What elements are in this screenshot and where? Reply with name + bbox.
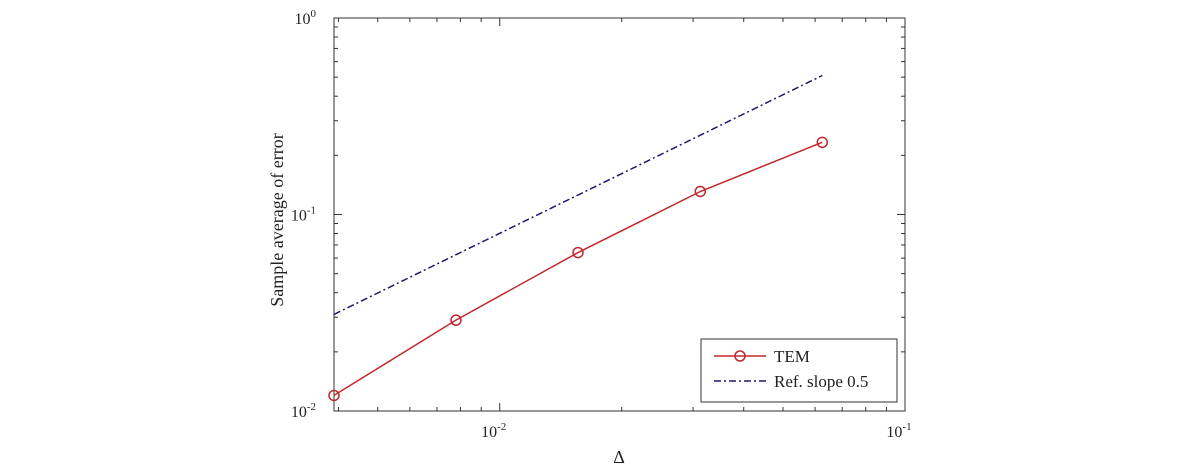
- legend-label-tem: TEM: [774, 347, 810, 366]
- x-tick-label: 10-1: [886, 421, 911, 441]
- data-point: [694, 185, 707, 198]
- data-point: [572, 246, 584, 259]
- data-point: [328, 389, 340, 402]
- y-tick-label: 10-2: [291, 401, 316, 421]
- x-tick-label: 10-2: [481, 421, 506, 441]
- legend-box: [700, 338, 898, 403]
- legend-label-ref: Ref. slope 0.5: [774, 372, 868, 391]
- legend-marker-tem: [734, 350, 746, 362]
- y-axis-title: Sample average of error: [267, 133, 287, 306]
- data-point: [450, 314, 462, 326]
- axis-ticks: [334, 17, 906, 412]
- y-tick-label: 10-1: [291, 205, 316, 225]
- tick-labels: 10-2 10-1 10-2 10-1 100: [291, 8, 912, 441]
- series-line-0: [333, 141, 823, 397]
- series-layer: [328, 74, 829, 402]
- series-line-1: [333, 74, 823, 316]
- x-axis-title: Δ: [613, 447, 625, 467]
- data-point: [816, 136, 829, 149]
- y-tick-label: 100: [295, 8, 317, 28]
- legend: TEM Ref. slope 0.5: [700, 338, 898, 403]
